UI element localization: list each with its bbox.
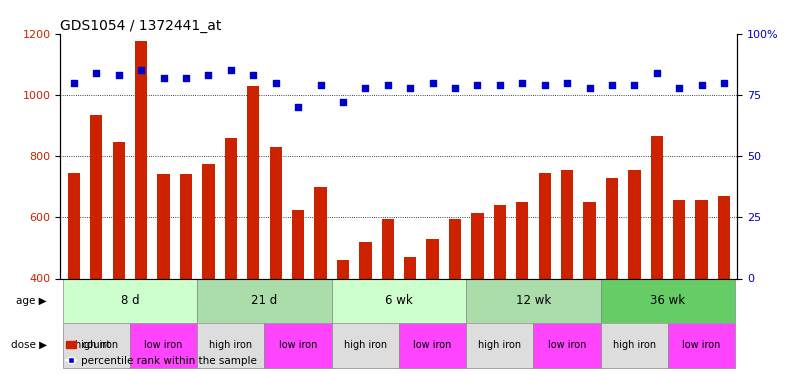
Point xyxy=(673,85,686,91)
Bar xyxy=(516,202,529,375)
Bar xyxy=(197,323,264,368)
Bar xyxy=(130,323,197,368)
Bar xyxy=(63,279,197,323)
Text: low iron: low iron xyxy=(548,340,586,350)
Bar xyxy=(113,142,125,375)
Bar xyxy=(472,213,484,375)
Text: high iron: high iron xyxy=(613,340,656,350)
Point xyxy=(605,82,618,88)
Bar xyxy=(269,147,282,375)
Bar xyxy=(466,323,534,368)
Point xyxy=(202,72,215,78)
Bar xyxy=(332,323,399,368)
Point xyxy=(359,85,372,91)
Text: 8 d: 8 d xyxy=(121,294,139,307)
Bar xyxy=(449,219,461,375)
Point xyxy=(628,82,641,88)
Point xyxy=(68,80,81,86)
Point xyxy=(135,68,147,74)
Bar xyxy=(314,187,326,375)
Bar xyxy=(197,279,332,323)
Bar xyxy=(381,219,394,375)
Point xyxy=(247,72,260,78)
Bar xyxy=(135,41,147,375)
Bar xyxy=(534,323,600,368)
Point xyxy=(381,82,394,88)
Point xyxy=(650,70,663,76)
Bar xyxy=(561,170,573,375)
Bar xyxy=(90,115,102,375)
Bar xyxy=(359,242,372,375)
Point xyxy=(157,75,170,81)
Text: low iron: low iron xyxy=(279,340,318,350)
Legend: count, percentile rank within the sample: count, percentile rank within the sample xyxy=(61,336,261,370)
Text: dose ▶: dose ▶ xyxy=(10,340,47,350)
Bar xyxy=(399,323,466,368)
Bar xyxy=(718,196,730,375)
Bar xyxy=(673,201,685,375)
Text: 12 wk: 12 wk xyxy=(516,294,551,307)
Bar xyxy=(538,173,550,375)
Bar xyxy=(180,174,192,375)
Bar xyxy=(600,323,668,368)
Bar xyxy=(606,177,618,375)
Bar xyxy=(292,210,304,375)
Bar xyxy=(600,279,735,323)
Point xyxy=(404,85,417,91)
Bar xyxy=(584,202,596,375)
Bar xyxy=(247,86,260,375)
Point xyxy=(426,80,439,86)
Bar xyxy=(264,323,332,368)
Point xyxy=(561,80,574,86)
Text: 21 d: 21 d xyxy=(251,294,277,307)
Text: GDS1054 / 1372441_at: GDS1054 / 1372441_at xyxy=(60,19,222,33)
Text: 6 wk: 6 wk xyxy=(385,294,413,307)
Point xyxy=(224,68,237,74)
Point xyxy=(449,85,462,91)
Bar xyxy=(225,138,237,375)
Point xyxy=(583,85,596,91)
Bar xyxy=(668,323,735,368)
Text: high iron: high iron xyxy=(75,340,118,350)
Text: low iron: low iron xyxy=(144,340,183,350)
Point xyxy=(493,82,506,88)
Point xyxy=(269,80,282,86)
Text: high iron: high iron xyxy=(478,340,521,350)
Bar xyxy=(63,323,130,368)
Bar xyxy=(696,201,708,375)
Text: high iron: high iron xyxy=(210,340,252,350)
Bar xyxy=(68,173,80,375)
Bar xyxy=(202,164,214,375)
Text: high iron: high iron xyxy=(344,340,387,350)
Point xyxy=(695,82,708,88)
Point xyxy=(538,82,551,88)
Bar xyxy=(494,205,506,375)
Point xyxy=(336,99,349,105)
Text: low iron: low iron xyxy=(413,340,452,350)
Bar xyxy=(650,136,663,375)
Point xyxy=(292,104,305,110)
Point xyxy=(471,82,484,88)
Point xyxy=(314,82,327,88)
Point xyxy=(516,80,529,86)
Point xyxy=(112,72,125,78)
Text: 36 wk: 36 wk xyxy=(650,294,686,307)
Bar xyxy=(332,279,466,323)
Point xyxy=(180,75,193,81)
Bar xyxy=(337,260,349,375)
Point xyxy=(90,70,103,76)
Bar xyxy=(628,170,641,375)
Text: low iron: low iron xyxy=(683,340,721,350)
Bar xyxy=(426,239,438,375)
Bar xyxy=(157,174,170,375)
Point xyxy=(717,80,730,86)
Bar xyxy=(466,279,600,323)
Bar xyxy=(404,257,417,375)
Text: age ▶: age ▶ xyxy=(16,296,47,306)
